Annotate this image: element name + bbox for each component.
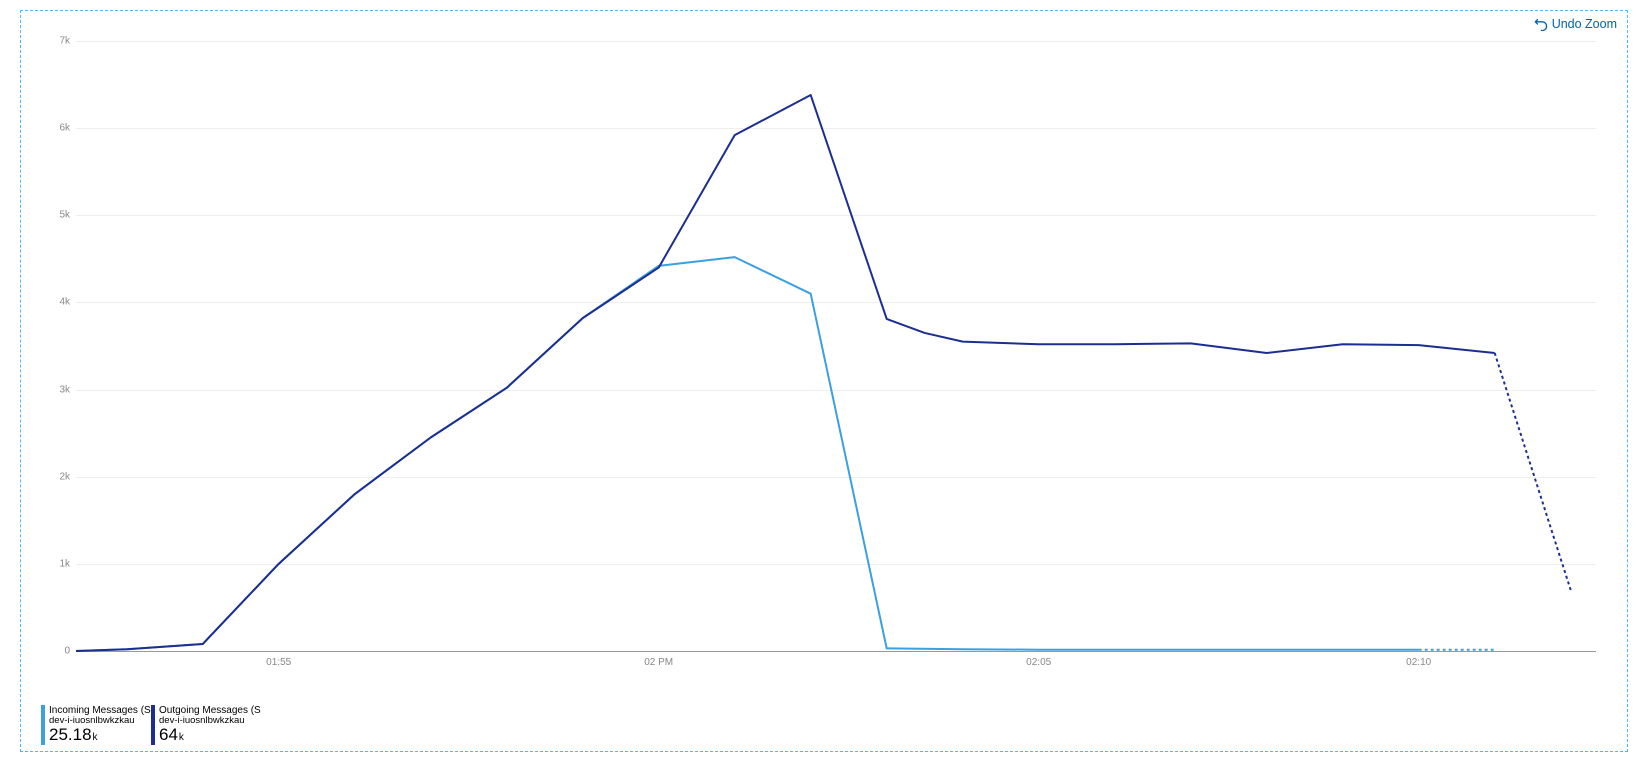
legend-title: Outgoing Messages (Sum) xyxy=(159,705,261,716)
chart-series-outgoing xyxy=(76,95,1495,651)
y-axis-tick-label: 2k xyxy=(59,471,70,482)
y-axis-tick-label: 0 xyxy=(64,646,70,657)
legend-swatch-outgoing xyxy=(151,705,155,745)
x-axis-tick-label: 02 PM xyxy=(644,657,673,668)
y-axis-tick-label: 1k xyxy=(59,558,70,569)
metrics-chart-panel: Undo Zoom 01k2k3k4k5k6k7k01:5502 PM02:05… xyxy=(20,10,1628,752)
y-axis-tick-label: 5k xyxy=(59,210,70,221)
y-axis-tick-label: 7k xyxy=(59,36,70,47)
legend-item-incoming[interactable]: Incoming Messages (Sum) dev-i-iuosnlbwkz… xyxy=(41,705,151,745)
undo-zoom-label: Undo Zoom xyxy=(1552,17,1617,31)
chart-plot-area[interactable]: 01k2k3k4k5k6k7k01:5502 PM02:0502:10 xyxy=(76,41,1596,651)
x-axis-tick-label: 02:05 xyxy=(1026,657,1051,668)
x-axis-tick-label: 01:55 xyxy=(266,657,291,668)
legend-swatch-incoming xyxy=(41,705,45,745)
legend-item-outgoing[interactable]: Outgoing Messages (Sum) dev-i-iuosnlbwkz… xyxy=(151,705,261,745)
chart-series-outgoing-projected xyxy=(1495,353,1571,590)
legend-title: Incoming Messages (Sum) xyxy=(49,705,151,716)
undo-zoom-button[interactable]: Undo Zoom xyxy=(1534,17,1617,31)
legend-value: 25.18k xyxy=(49,726,151,745)
chart-legend: Incoming Messages (Sum) dev-i-iuosnlbwkz… xyxy=(41,705,261,745)
chart-series-incoming xyxy=(76,257,1419,651)
y-axis-tick-label: 4k xyxy=(59,297,70,308)
y-axis-tick-label: 3k xyxy=(59,384,70,395)
y-axis-tick-label: 6k xyxy=(59,123,70,134)
x-axis-tick-label: 02:10 xyxy=(1406,657,1431,668)
undo-icon xyxy=(1534,17,1548,31)
legend-value: 64k xyxy=(159,726,261,745)
